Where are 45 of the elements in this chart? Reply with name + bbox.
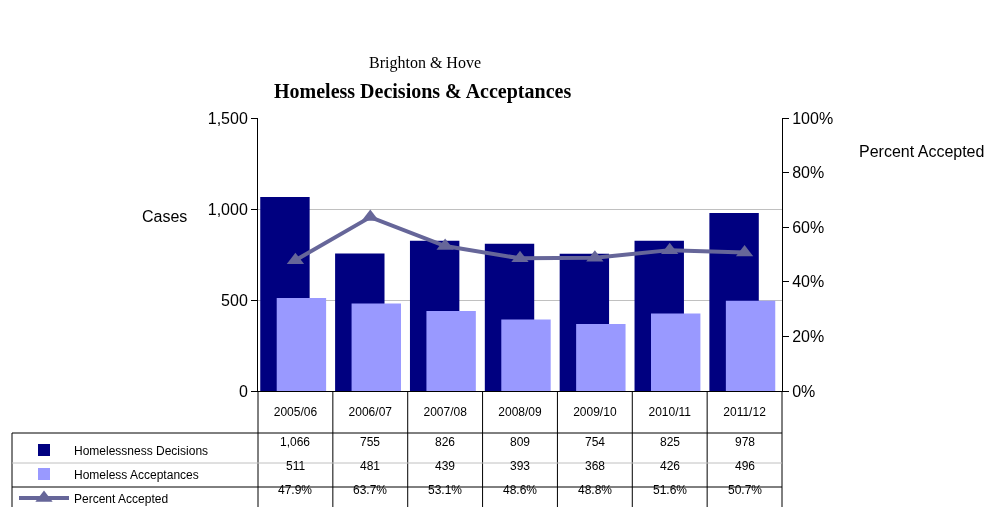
data-label: 826 xyxy=(435,435,456,449)
y2-tick-label: 20% xyxy=(792,328,825,345)
y2-tick-label: 80% xyxy=(792,164,825,182)
data-label: 368 xyxy=(585,459,606,473)
data-label: 1,066 xyxy=(280,435,311,449)
x-tick-label: 2011/12 xyxy=(723,405,767,420)
data-label: 47.9% xyxy=(278,483,313,497)
data-label: 511 xyxy=(286,459,306,473)
y2-axis-title: Percent Accepted xyxy=(859,143,985,160)
y2-tick-label: 100% xyxy=(792,109,834,127)
data-label: 48.8% xyxy=(578,483,613,497)
legend-label: Homeless Acceptances xyxy=(74,467,199,482)
data-label: 481 xyxy=(360,459,381,473)
data-label: 63.7% xyxy=(353,483,388,497)
data-label: 393 xyxy=(510,459,531,473)
x-tick-label: 2010/11 xyxy=(648,405,692,420)
x-tick-label: 2006/07 xyxy=(348,405,393,420)
y2-tick-label: 0% xyxy=(792,382,816,400)
data-label: 51.6% xyxy=(653,483,688,497)
y-tick-label: 1,500 xyxy=(207,109,248,127)
y-tick-label: 500 xyxy=(221,291,248,309)
y-tick-label: 0 xyxy=(238,382,248,400)
y2-tick-label: 40% xyxy=(792,273,825,291)
y-tick-label: 1,000 xyxy=(207,200,248,218)
y2-tick-label: 60% xyxy=(792,218,825,236)
data-label: 496 xyxy=(735,459,756,473)
chart-subtitle: Brighton & Hove xyxy=(369,54,481,72)
x-tick-label: 2008/09 xyxy=(498,405,543,420)
legend-label: Homelessness Decisions xyxy=(74,443,209,458)
data-label: 755 xyxy=(360,435,381,449)
data-label: 754 xyxy=(585,435,606,449)
data-label: 50.7% xyxy=(728,483,763,497)
x-tick-label: 2005/06 xyxy=(273,405,318,420)
data-label: 426 xyxy=(660,459,681,473)
data-label: 53.1% xyxy=(428,483,463,497)
data-label: 978 xyxy=(735,435,756,449)
data-label: 809 xyxy=(510,435,531,449)
x-tick-label: 2009/10 xyxy=(573,405,617,420)
data-label: 48.6% xyxy=(503,483,538,497)
x-tick-label: 2007/08 xyxy=(423,405,468,420)
y-axis-title: Cases xyxy=(142,208,188,225)
data-label: 439 xyxy=(435,459,456,473)
data-label: 825 xyxy=(660,435,681,449)
chart-title: Homeless Decisions & Acceptances xyxy=(274,80,572,103)
legend-label: Percent Accepted xyxy=(74,491,169,506)
